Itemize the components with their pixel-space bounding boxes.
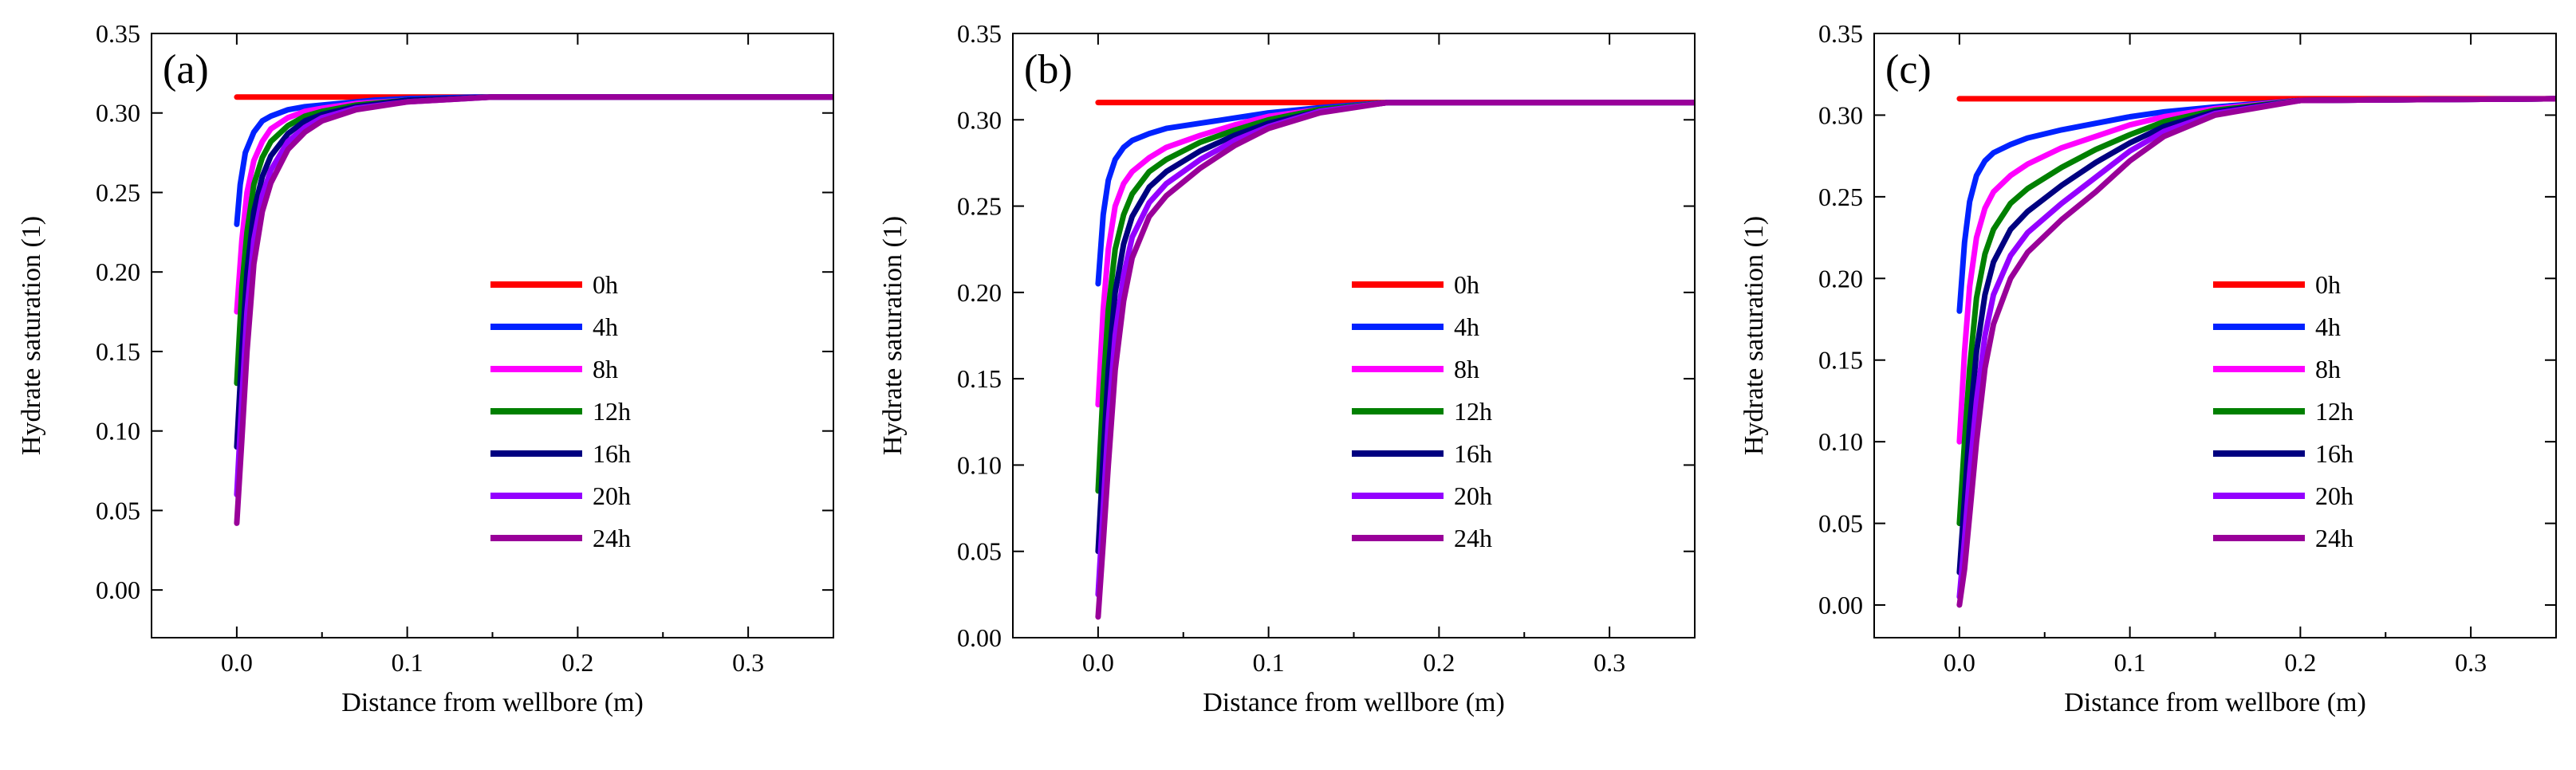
y-tick-label: 0.20 — [957, 278, 1002, 307]
legend-label-0h: 0h — [593, 270, 618, 299]
y-tick-label: 0.25 — [1818, 183, 1863, 211]
legend-label-0h: 0h — [2315, 270, 2341, 299]
y-tick-label: 0.00 — [1818, 591, 1863, 619]
legend-label-20h: 20h — [2315, 481, 2353, 510]
series-line-16h — [1956, 96, 2556, 576]
y-tick-label: 0.10 — [96, 417, 140, 446]
series-group — [1956, 96, 2556, 608]
legend-label-8h: 8h — [593, 355, 618, 383]
y-tick-label: 0.25 — [957, 192, 1002, 221]
x-tick-label: 0.1 — [1253, 648, 1285, 677]
y-tick-label: 0.20 — [96, 257, 140, 286]
legend-label-24h: 24h — [2315, 524, 2353, 552]
series-line-12h — [1956, 96, 2556, 527]
legend-label-0h: 0h — [1454, 270, 1479, 299]
y-tick-label: 0.05 — [96, 496, 140, 524]
legend-label-12h: 12h — [593, 397, 631, 426]
x-axis-title: Distance from wellbore (m) — [341, 688, 644, 717]
legend: 0h 4h 8h 12h 16h 20h 24h — [1352, 270, 1492, 552]
x-tick-label: 0.3 — [732, 648, 764, 677]
legend-label-8h: 8h — [2315, 355, 2341, 383]
series-line-4h — [1956, 96, 2556, 314]
legend-label-4h: 4h — [2315, 312, 2341, 341]
y-tick-label: 0.05 — [1818, 509, 1863, 538]
y-tick-label: 0.35 — [957, 19, 1002, 48]
legend: 0h 4h 8h 12h 16h 20h 24h — [490, 270, 631, 552]
y-tick-label: 0.15 — [957, 364, 1002, 393]
series-group — [1095, 100, 1695, 620]
panel-label: (c) — [1885, 47, 1932, 92]
series-line-8h — [234, 94, 833, 315]
legend-label-24h: 24h — [1454, 524, 1492, 552]
panel-b: 0.0 0.1 0.2 0.3 0.00 0.05 0.10 0.15 0.20 0.25 0.30… — [878, 19, 1696, 717]
series-line-12h — [234, 94, 833, 387]
y-tick-label: 0.05 — [957, 537, 1002, 566]
x-tick-label: 0.0 — [1944, 648, 1975, 677]
legend-label-8h: 8h — [1454, 355, 1479, 383]
series-line-8h — [1956, 96, 2556, 445]
x-axis-title: Distance from wellbore (m) — [1203, 688, 1505, 717]
y-tick-label: 0.15 — [1818, 346, 1863, 375]
series-line-16h — [234, 94, 833, 450]
y-tick-label: 0.15 — [96, 337, 140, 366]
panel-c: 0.0 0.1 0.2 0.3 0.00 0.05 0.10 0.15 0.20 0.25 0.30… — [1739, 19, 2557, 717]
series-line-24h — [234, 94, 833, 526]
panel-label: (a) — [163, 47, 209, 92]
legend-label-20h: 20h — [593, 481, 631, 510]
x-tick-label: 0.3 — [2455, 648, 2487, 677]
legend-label-12h: 12h — [2315, 397, 2353, 426]
x-tick-label: 0.2 — [561, 648, 593, 677]
y-axis-title: Hydrate saturation (1) — [878, 216, 908, 455]
y-tick-label: 0.00 — [96, 576, 140, 604]
legend-label-4h: 4h — [1454, 312, 1479, 341]
legend-label-4h: 4h — [593, 312, 618, 341]
y-tick-label: 0.30 — [957, 105, 1002, 134]
legend-label-24h: 24h — [593, 524, 631, 552]
y-tick-label: 0.25 — [96, 178, 140, 206]
series-line-4h — [1095, 100, 1695, 287]
x-tick-label: 0.0 — [221, 648, 253, 677]
series-group — [234, 94, 833, 526]
legend-label-12h: 12h — [1454, 397, 1492, 426]
y-axis-title: Hydrate saturation (1) — [17, 216, 46, 455]
y-tick-label: 0.10 — [1818, 427, 1863, 456]
x-axis-title: Distance from wellbore (m) — [2064, 688, 2366, 717]
x-tick-label: 0.2 — [2284, 648, 2316, 677]
y-tick-label: 0.30 — [1818, 100, 1863, 129]
y-tick-label: 0.35 — [96, 19, 140, 48]
x-tick-label: 0.1 — [392, 648, 423, 677]
y-axis-title: Hydrate saturation (1) — [1739, 216, 1769, 455]
x-tick-label: 0.3 — [1593, 648, 1625, 677]
legend-label-20h: 20h — [1454, 481, 1492, 510]
legend: 0h 4h 8h 12h 16h 20h 24h — [2213, 270, 2353, 552]
series-line-24h — [1956, 96, 2556, 608]
panel-label: (b) — [1024, 47, 1073, 92]
series-line-24h — [1095, 100, 1695, 620]
legend-label-16h: 16h — [1454, 439, 1492, 468]
series-line-20h — [234, 94, 833, 497]
legend-label-16h: 16h — [2315, 439, 2353, 468]
x-tick-label: 0.0 — [1082, 648, 1114, 677]
y-tick-label: 0.00 — [957, 623, 1002, 652]
y-tick-label: 0.10 — [957, 450, 1002, 479]
x-tick-label: 0.1 — [2114, 648, 2146, 677]
y-tick-label: 0.30 — [96, 99, 140, 128]
panel-a: 0.0 0.1 0.2 0.3 0.00 0.05 0.10 0.15 0.20 0.25 0.30… — [17, 19, 834, 717]
plot-frame — [151, 33, 834, 638]
y-tick-label: 0.20 — [1818, 264, 1863, 293]
x-tick-label: 0.2 — [1423, 648, 1455, 677]
y-tick-label: 0.35 — [1818, 19, 1863, 48]
legend-label-16h: 16h — [593, 439, 631, 468]
